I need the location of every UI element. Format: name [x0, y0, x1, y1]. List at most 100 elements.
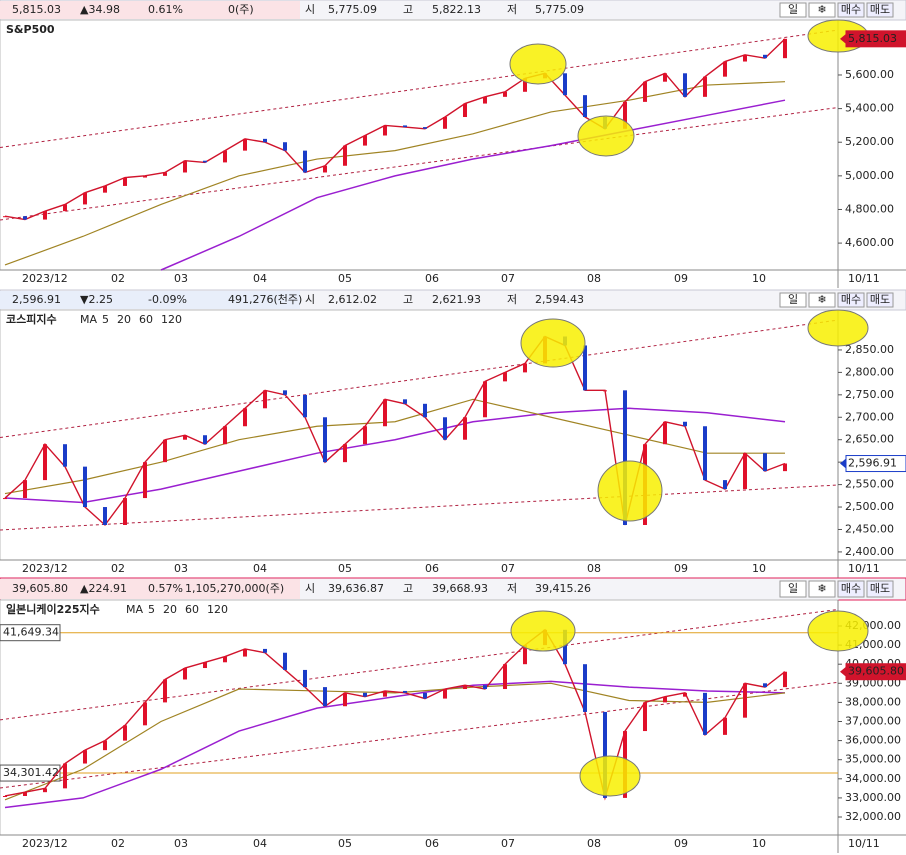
level-box: [0, 764, 61, 782]
candle: [623, 390, 627, 525]
button-label[interactable]: 매도: [870, 3, 890, 16]
quote-low-label: 저: [507, 582, 517, 595]
candle: [303, 394, 307, 418]
candle: [663, 73, 667, 82]
highlight-ellipse: [509, 43, 567, 85]
x-tick-label: 06: [425, 837, 439, 850]
quote-pct: 0.57%: [148, 582, 183, 595]
button-label[interactable]: 매수: [841, 3, 861, 16]
button-label[interactable]: 일: [788, 581, 798, 595]
quote-price: 5,815.03: [12, 3, 61, 16]
candle: [643, 702, 647, 732]
button[interactable]: [779, 292, 807, 308]
ma-label: 60: [139, 313, 153, 326]
button-label[interactable]: 매도: [870, 293, 890, 306]
x-tick-label: 04: [253, 837, 267, 850]
button-label[interactable]: 매도: [870, 582, 890, 595]
button-label[interactable]: ❄: [817, 3, 826, 16]
quote-open-label: 시: [305, 582, 315, 595]
button[interactable]: [808, 292, 836, 308]
quote-low: 39,415.26: [535, 582, 591, 595]
quote-pct: 0.61%: [148, 3, 183, 16]
candle: [783, 671, 787, 688]
y-tick-label: 2,550.00: [845, 478, 894, 491]
button[interactable]: [808, 2, 836, 18]
candle: [723, 480, 727, 490]
candle: [603, 711, 607, 798]
candle: [723, 61, 727, 77]
button-label[interactable]: 일: [788, 292, 798, 306]
highlight-ellipse: [510, 610, 576, 652]
candle: [503, 372, 507, 382]
candle: [683, 692, 687, 697]
x-tick-label: 08: [587, 562, 601, 575]
candle: [263, 138, 267, 143]
candle: [63, 444, 67, 467]
quote-high: 39,668.93: [432, 582, 488, 595]
button-label[interactable]: 매수: [841, 293, 861, 306]
ma-label: MA: [80, 313, 97, 326]
button[interactable]: [866, 2, 894, 18]
y-tick-label: 34,000.00: [845, 772, 901, 785]
candle: [443, 689, 447, 699]
candle: [343, 692, 347, 707]
candle: [103, 740, 107, 751]
x-tick-label: 09: [674, 562, 688, 575]
date-label: 10/11: [848, 272, 880, 285]
candle: [43, 788, 47, 793]
button-label[interactable]: 일: [788, 2, 798, 16]
candle: [83, 192, 87, 205]
button[interactable]: [808, 580, 836, 598]
quote-price: 39,605.80: [12, 582, 68, 595]
button-label[interactable]: 매수: [841, 582, 861, 595]
ma-label: 5: [102, 313, 109, 326]
candle: [163, 172, 167, 176]
candle: [243, 138, 247, 151]
x-tick-label: 05: [338, 272, 352, 285]
button[interactable]: [866, 292, 894, 308]
y-tick-label: 4,800.00: [845, 202, 894, 215]
y-tick-label: 5,200.00: [845, 135, 894, 148]
candle: [323, 687, 327, 707]
candle: [243, 648, 247, 657]
candle: [383, 125, 387, 136]
candle: [443, 117, 447, 129]
x-tick-label: 10: [752, 272, 766, 285]
candle: [763, 54, 767, 59]
ma120-line: [4, 680, 786, 809]
ma60-line: [4, 398, 785, 495]
button[interactable]: [837, 2, 865, 18]
candle: [423, 692, 427, 699]
button[interactable]: [837, 580, 865, 598]
y-tick-label: 35,000.00: [845, 753, 901, 766]
candle: [583, 664, 587, 712]
candle: [283, 390, 287, 395]
candle: [603, 390, 607, 392]
candle: [663, 696, 667, 703]
button[interactable]: [779, 2, 807, 18]
quote-highlight: [0, 291, 300, 309]
button[interactable]: [866, 580, 894, 598]
quote-high-label: 고: [403, 582, 413, 595]
candle: [283, 142, 287, 151]
button[interactable]: [779, 580, 807, 598]
close-line: [4, 38, 786, 221]
candle: [743, 453, 747, 490]
button-label[interactable]: ❄: [817, 582, 826, 595]
candle: [103, 507, 107, 525]
candle: [703, 692, 707, 735]
quote-open-label: 시: [305, 293, 315, 306]
close-line: [4, 628, 786, 801]
candle: [383, 399, 387, 427]
candle: [743, 683, 747, 718]
button-label[interactable]: ❄: [817, 293, 826, 306]
button[interactable]: [837, 292, 865, 308]
candle: [403, 125, 407, 128]
candle: [183, 160, 187, 173]
candle: [363, 692, 367, 697]
candle: [623, 101, 627, 129]
candle: [263, 390, 267, 409]
candle: [783, 463, 787, 472]
y-tick-label: 5,600.00: [845, 68, 894, 81]
